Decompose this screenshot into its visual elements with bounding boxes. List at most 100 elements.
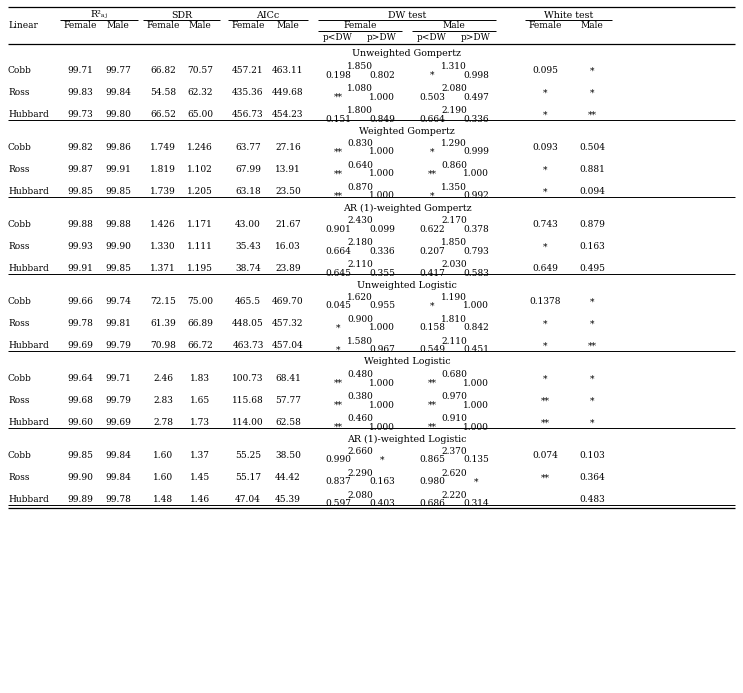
Text: 23.89: 23.89 [275, 264, 301, 273]
Text: 1.246: 1.246 [187, 143, 213, 152]
Text: 99.85: 99.85 [105, 264, 131, 273]
Text: 115.68: 115.68 [232, 396, 264, 405]
Text: 0.622: 0.622 [419, 225, 445, 234]
Text: Cobb: Cobb [8, 67, 32, 76]
Text: Male: Male [443, 21, 465, 30]
Text: 0.881: 0.881 [579, 165, 605, 174]
Text: 0.865: 0.865 [419, 455, 445, 464]
Text: **: ** [427, 401, 436, 410]
Text: 0.336: 0.336 [463, 114, 489, 123]
Text: 1.000: 1.000 [463, 170, 489, 179]
Text: 99.68: 99.68 [67, 396, 93, 405]
Text: 1.60: 1.60 [153, 473, 173, 482]
Text: 114.00: 114.00 [232, 419, 264, 428]
Text: 2.180: 2.180 [347, 238, 373, 247]
Text: 44.42: 44.42 [275, 473, 301, 482]
Text: 99.69: 99.69 [105, 419, 131, 428]
Text: 0.842: 0.842 [463, 324, 489, 333]
Text: 2.190: 2.190 [441, 106, 467, 115]
Text: 2.620: 2.620 [441, 469, 467, 478]
Text: **: ** [540, 473, 550, 482]
Text: 0.364: 0.364 [579, 473, 605, 482]
Text: 99.80: 99.80 [105, 110, 131, 119]
Text: 1.000: 1.000 [463, 378, 489, 387]
Text: 45.39: 45.39 [275, 495, 301, 505]
Text: 99.90: 99.90 [105, 243, 131, 252]
Text: *: * [542, 374, 548, 383]
Text: **: ** [334, 148, 343, 157]
Text: 1.371: 1.371 [150, 264, 176, 273]
Text: 0.163: 0.163 [579, 243, 605, 252]
Text: 457.32: 457.32 [272, 319, 304, 328]
Text: 0.999: 0.999 [463, 148, 489, 157]
Text: 0.095: 0.095 [532, 67, 558, 76]
Text: 0.504: 0.504 [579, 143, 605, 152]
Text: 2.370: 2.370 [441, 447, 467, 456]
Text: 0.870: 0.870 [347, 183, 373, 192]
Text: Ross: Ross [8, 88, 30, 97]
Text: Cobb: Cobb [8, 220, 32, 229]
Text: 457.04: 457.04 [272, 341, 304, 350]
Text: Male: Male [107, 21, 129, 30]
Text: Weighted Logistic: Weighted Logistic [363, 358, 450, 367]
Text: 47.04: 47.04 [235, 495, 261, 505]
Text: 0.980: 0.980 [419, 477, 445, 486]
Text: 449.68: 449.68 [272, 88, 304, 97]
Text: 2.78: 2.78 [153, 419, 173, 428]
Text: 454.23: 454.23 [272, 110, 304, 119]
Text: 1.000: 1.000 [369, 191, 395, 200]
Text: 0.163: 0.163 [369, 477, 395, 486]
Text: *: * [542, 187, 548, 196]
Text: 463.73: 463.73 [233, 341, 264, 350]
Text: 99.84: 99.84 [105, 473, 131, 482]
Text: *: * [590, 319, 594, 328]
Text: 1.195: 1.195 [187, 264, 213, 273]
Text: Ross: Ross [8, 243, 30, 252]
Text: Male: Male [276, 21, 299, 30]
Text: **: ** [334, 378, 343, 387]
Text: Cobb: Cobb [8, 143, 32, 152]
Text: 0.378: 0.378 [463, 225, 489, 234]
Text: *: * [429, 148, 434, 157]
Text: 2.170: 2.170 [441, 216, 467, 225]
Text: Hubbard: Hubbard [8, 341, 49, 350]
Text: 465.5: 465.5 [235, 297, 261, 306]
Text: Linear: Linear [8, 21, 38, 30]
Text: 0.998: 0.998 [463, 71, 489, 80]
Text: Weighted Gompertz: Weighted Gompertz [359, 127, 455, 136]
Text: *: * [590, 396, 594, 405]
Text: 0.549: 0.549 [419, 346, 445, 355]
Text: 99.84: 99.84 [105, 88, 131, 97]
Text: 21.67: 21.67 [275, 220, 301, 229]
Text: p>DW: p>DW [461, 33, 491, 42]
Text: 1.850: 1.850 [347, 62, 373, 71]
Text: 57.77: 57.77 [275, 396, 301, 405]
Text: 99.74: 99.74 [105, 297, 131, 306]
Text: White test: White test [544, 10, 593, 19]
Text: 1.000: 1.000 [369, 92, 395, 101]
Text: 99.88: 99.88 [67, 220, 93, 229]
Text: 70.98: 70.98 [150, 341, 176, 350]
Text: 55.25: 55.25 [235, 451, 261, 460]
Text: 0.802: 0.802 [369, 71, 395, 80]
Text: 457.21: 457.21 [232, 67, 264, 76]
Text: 63.18: 63.18 [235, 187, 261, 196]
Text: AR (1)-weighted Logistic: AR (1)-weighted Logistic [347, 435, 467, 444]
Text: **: ** [540, 396, 550, 405]
Text: 1.749: 1.749 [150, 143, 176, 152]
Text: 469.70: 469.70 [272, 297, 304, 306]
Text: 0.158: 0.158 [419, 324, 445, 333]
Text: 63.77: 63.77 [235, 143, 261, 152]
Text: AICc: AICc [256, 10, 279, 19]
Text: 99.71: 99.71 [67, 67, 93, 76]
Text: 0.860: 0.860 [441, 161, 467, 170]
Text: 0.483: 0.483 [579, 495, 605, 505]
Text: 99.85: 99.85 [67, 187, 93, 196]
Text: Unweighted Gompertz: Unweighted Gompertz [352, 49, 461, 58]
Text: 1.190: 1.190 [441, 293, 467, 302]
Text: 1.111: 1.111 [187, 243, 213, 252]
Text: 1.171: 1.171 [187, 220, 213, 229]
Text: *: * [542, 243, 548, 252]
Text: 62.32: 62.32 [187, 88, 212, 97]
Text: 1.080: 1.080 [347, 84, 373, 93]
